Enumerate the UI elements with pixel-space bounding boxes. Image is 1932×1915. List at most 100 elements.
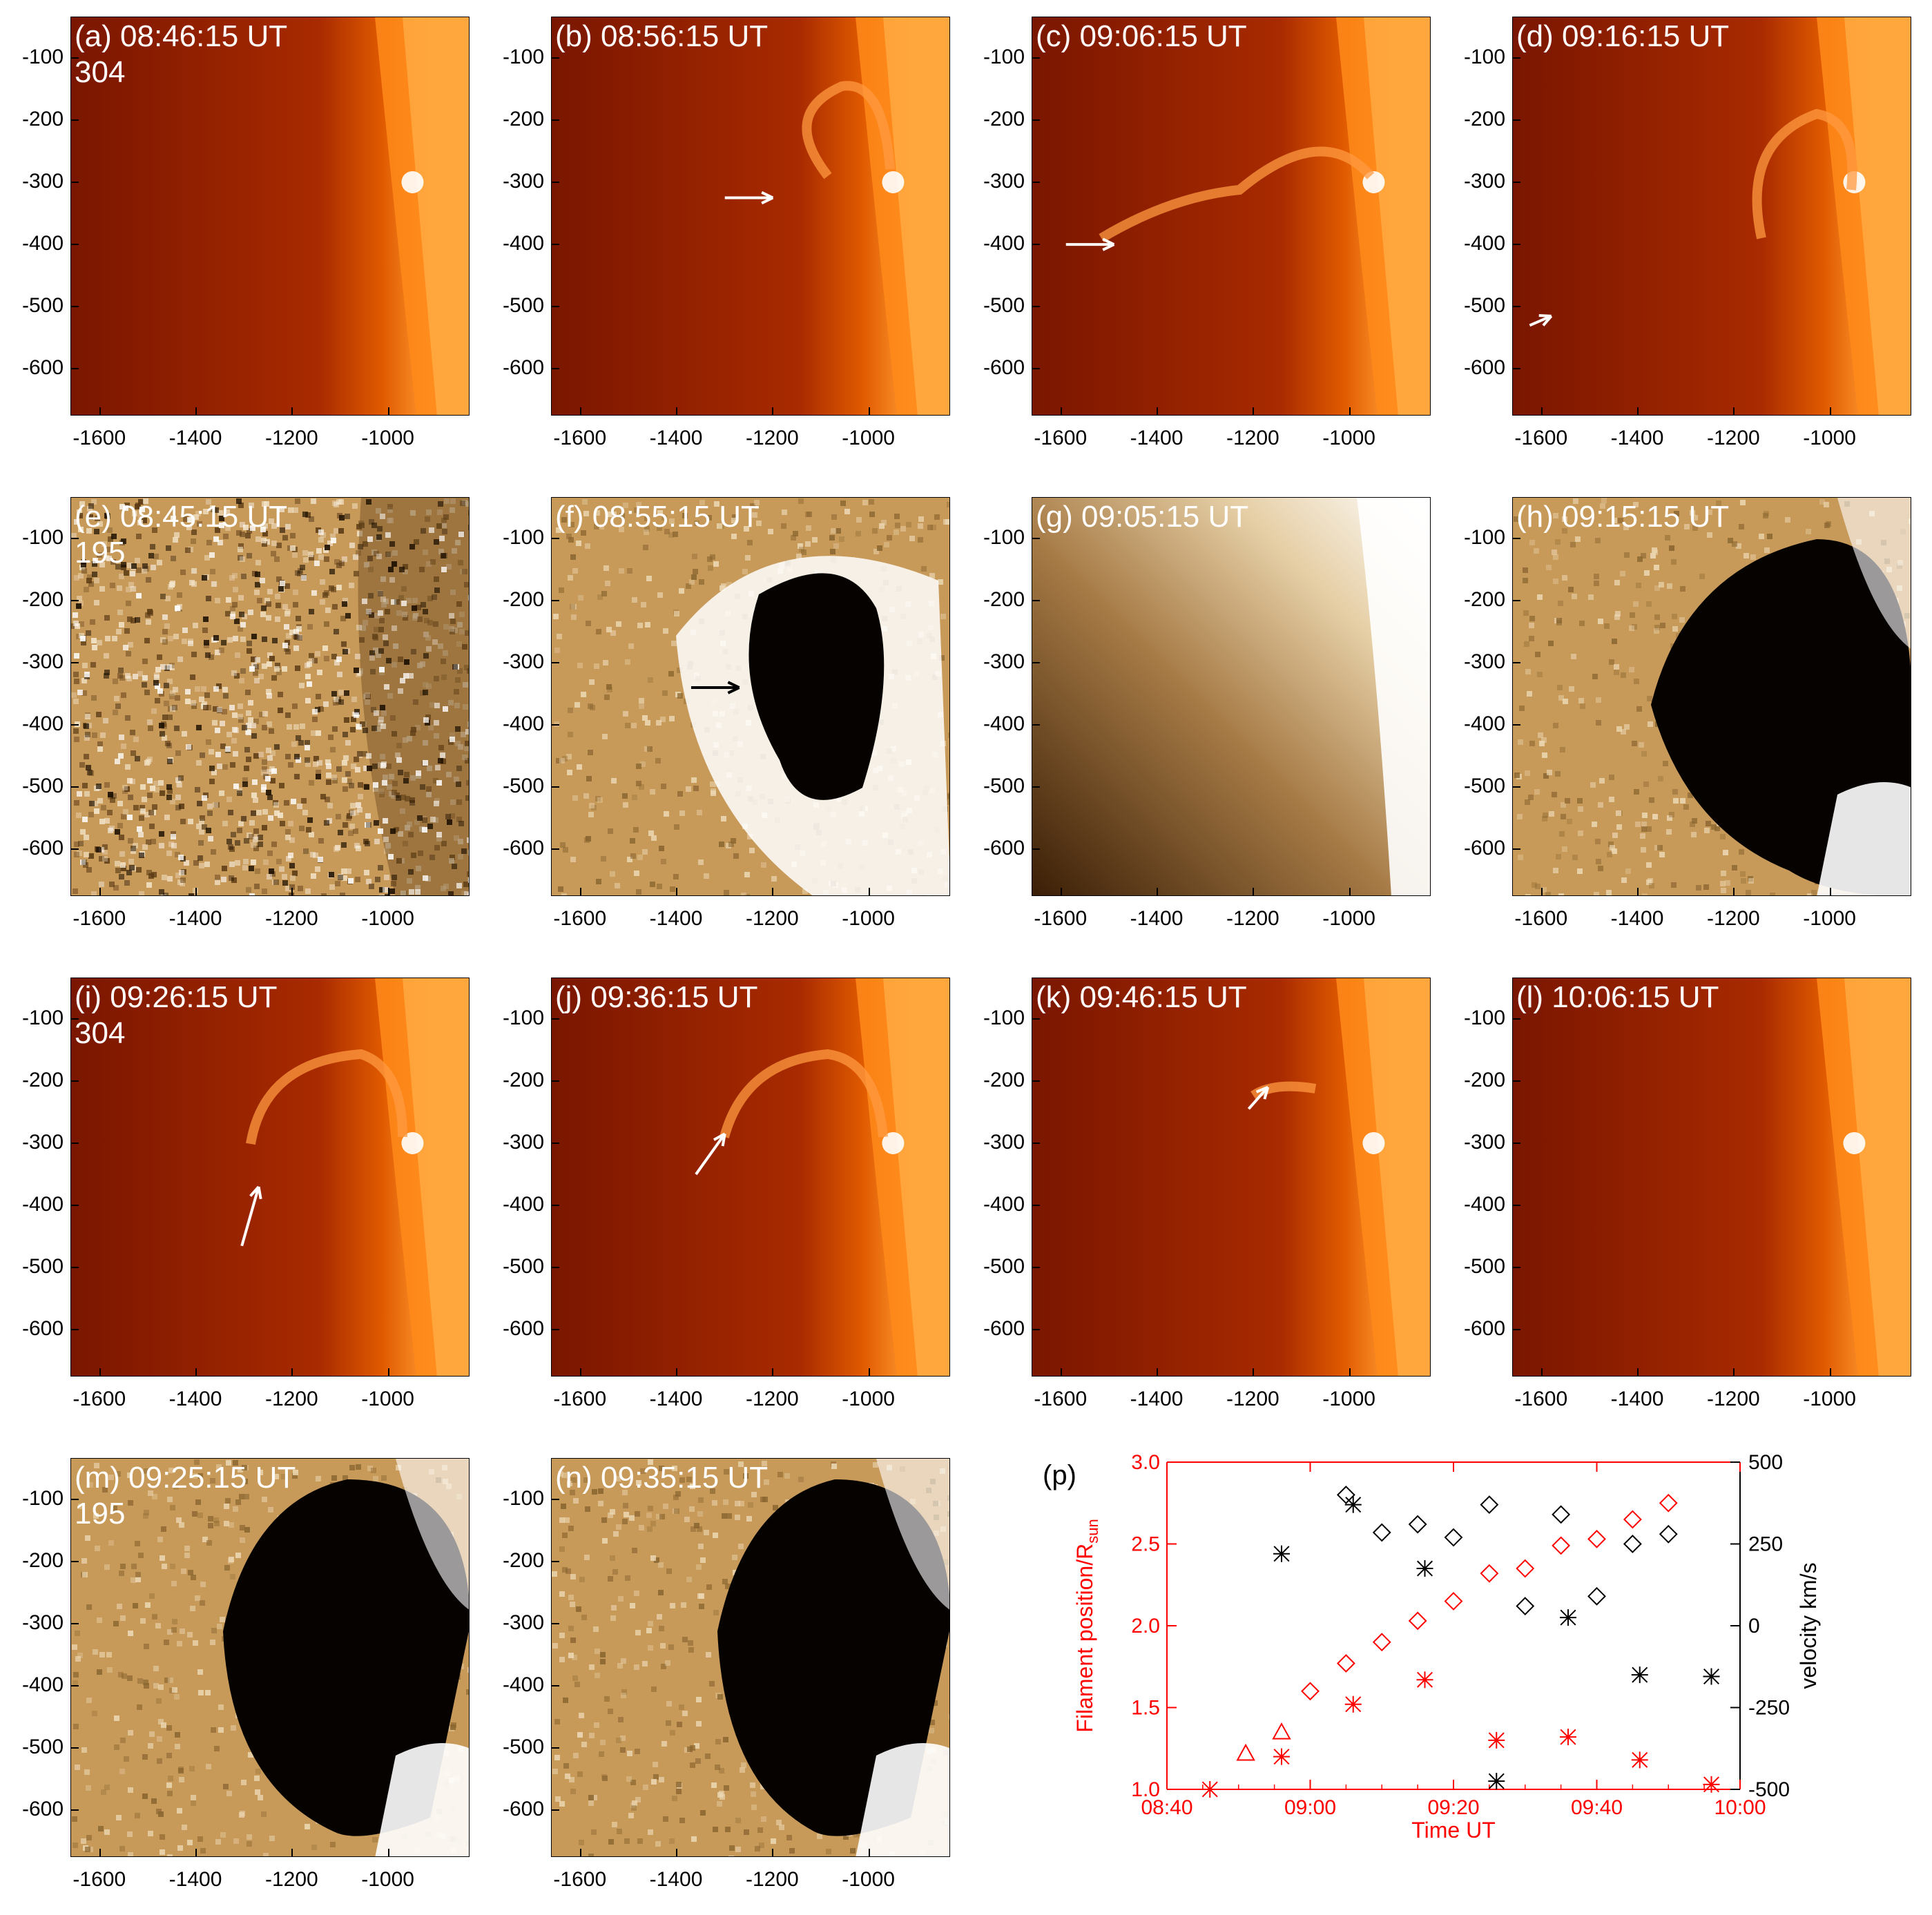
x-tick-label: -1200 — [264, 1388, 318, 1410]
image-panel-f: (f) 08:55:15 UT -100 -200 -300 -400 -500 -600 -… — [503, 497, 950, 930]
x-tick-mark — [676, 1368, 678, 1377]
y-tick-label: -200 — [983, 107, 1025, 130]
y-tick-mark — [70, 1809, 79, 1811]
y-tick-mark — [1512, 599, 1520, 601]
y-tick-mark — [551, 1809, 559, 1811]
y-tick-label: -300 — [983, 650, 1025, 673]
data-point-black-diamond — [1372, 1523, 1391, 1542]
y-tick-label: -300 — [21, 650, 64, 673]
x-tick-label: -1200 — [745, 907, 799, 930]
x-tick-mark — [99, 1368, 101, 1377]
x-tick-label: -1000 — [1322, 427, 1375, 449]
x-tick-mark — [1540, 888, 1543, 896]
panel-label: (c) 09:06:15 UT — [1036, 19, 1247, 53]
x-tick-mark — [868, 1849, 870, 1857]
x-tick-mark — [676, 407, 678, 416]
x-tick-label: -1200 — [1226, 427, 1279, 449]
y-tick-mark — [551, 1205, 559, 1207]
panel-label: (n) 09:35:15 UT — [555, 1461, 769, 1495]
data-point-red-diamond — [1444, 1592, 1463, 1611]
data-point-red-triangle — [1272, 1722, 1291, 1740]
x-tick-mark — [579, 1368, 581, 1377]
data-point-black-diamond — [1336, 1485, 1355, 1504]
solar-image-m — [70, 1458, 470, 1857]
x-tick-mark — [1349, 888, 1351, 896]
x-tick-label: -1200 — [1226, 1388, 1279, 1410]
y-tick-mark — [551, 57, 559, 59]
x-tick-mark — [868, 1368, 870, 1377]
x-tick-label: -1600 — [1034, 427, 1088, 449]
y-tick-label: -600 — [502, 356, 544, 380]
y-tick-label: -100 — [21, 1006, 64, 1029]
y-tick-label: -200 — [983, 587, 1025, 611]
x-tick-mark — [291, 1849, 293, 1857]
data-point-red-asterisk — [1703, 1776, 1720, 1793]
data-point-red-diamond — [1480, 1564, 1499, 1583]
y-tick-label: -600 — [983, 356, 1025, 380]
image-panel-k: (k) 09:46:15 UT -100 -200 -300 -400 -500 -600 -… — [983, 978, 1431, 1410]
data-point-black-diamond — [1480, 1495, 1499, 1515]
y-tick-label: -300 — [502, 169, 544, 193]
y-tick-mark — [551, 119, 559, 121]
x-tick-label: -1600 — [73, 907, 126, 930]
solar-image-l — [1512, 978, 1911, 1377]
y-tick-label: -500 — [502, 775, 544, 798]
data-point-black-diamond — [1516, 1597, 1535, 1615]
y-tick-mark — [551, 537, 559, 539]
x-tick-mark — [772, 1368, 774, 1377]
y-tick-mark — [1032, 1080, 1040, 1082]
x-tick-label: -1000 — [1803, 1388, 1856, 1410]
y-right-tick-label: 500 — [1748, 1454, 1783, 1474]
y-tick-mark — [1032, 1018, 1040, 1020]
solar-image-i — [70, 978, 470, 1377]
pointer-arrowhead — [761, 191, 774, 205]
x-tick-mark — [291, 888, 293, 896]
x-tick-label: -1600 — [1514, 427, 1568, 449]
x-tick-mark — [1157, 888, 1159, 896]
y-tick-mark — [1032, 724, 1040, 726]
x-tick-mark — [1253, 407, 1255, 416]
x-tick-mark — [1540, 1368, 1543, 1377]
x-tick-label: -1400 — [168, 1868, 222, 1891]
x-tick-label: -1200 — [1226, 907, 1279, 930]
y-tick-label: -500 — [1463, 294, 1505, 318]
y-tick-label: -400 — [983, 712, 1025, 736]
y-tick-label: -300 — [1463, 169, 1505, 193]
x-tick-label: 09:20 — [1427, 1796, 1479, 1819]
panel-label: (e) 08:45:15 UT — [75, 500, 288, 534]
y-tick-label: -500 — [1463, 1255, 1505, 1279]
solar-image-k — [1032, 978, 1431, 1377]
data-point-red-diamond — [1408, 1611, 1427, 1631]
pointer-arrow — [1529, 314, 1552, 327]
y-tick-label: -500 — [21, 775, 64, 798]
y-tick-label: -400 — [1463, 712, 1505, 736]
y-tick-label: -100 — [1463, 45, 1505, 68]
pointer-arrow — [240, 1186, 260, 1247]
y-tick-mark — [70, 1142, 79, 1144]
y-tick-label: -300 — [983, 169, 1025, 193]
y-tick-mark — [70, 244, 79, 246]
y-tick-mark — [551, 306, 559, 308]
x-tick-mark — [676, 888, 678, 896]
x-tick-label: -1200 — [745, 1388, 799, 1410]
y-tick-mark — [1032, 368, 1040, 370]
y-tick-mark — [551, 1267, 559, 1269]
image-panel-b: (b) 08:56:15 UT -100 -200 -300 -400 -500 -600 -… — [503, 17, 950, 449]
y-tick-mark — [551, 1747, 559, 1749]
y-tick-label: -300 — [502, 1130, 544, 1154]
data-point-black-diamond — [1659, 1524, 1678, 1544]
y-tick-label: -400 — [21, 712, 64, 736]
solar-image-h — [1512, 497, 1911, 896]
x-tick-mark — [195, 888, 197, 896]
x-tick-label: -1600 — [1034, 907, 1088, 930]
y-tick-mark — [551, 244, 559, 246]
y-tick-mark — [70, 661, 79, 663]
x-tick-mark — [1157, 1368, 1159, 1377]
y-tick-mark — [70, 786, 79, 788]
pointer-arrowhead — [713, 1132, 726, 1147]
y-left-tick-label: 1.5 — [1131, 1697, 1160, 1720]
y-tick-mark — [70, 306, 79, 308]
panel-label: (d) 09:16:15 UT — [1516, 19, 1730, 53]
y-tick-mark — [1032, 244, 1040, 246]
y-tick-label: -100 — [21, 45, 64, 68]
